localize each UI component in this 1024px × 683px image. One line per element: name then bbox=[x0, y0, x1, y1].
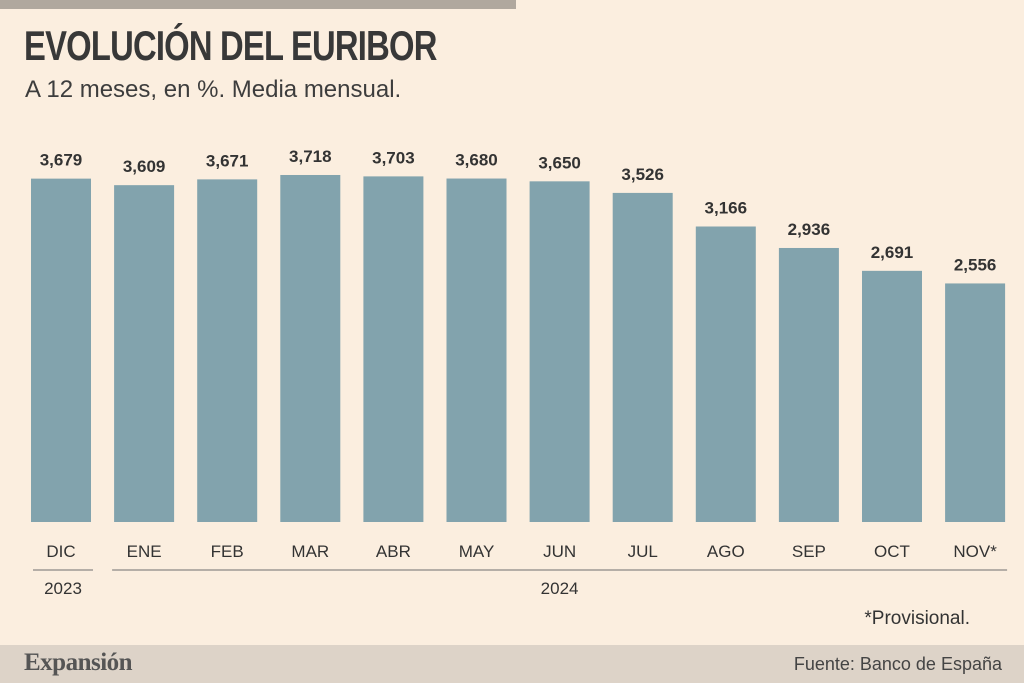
bar-feb bbox=[197, 179, 258, 522]
category-label: MAY bbox=[459, 542, 495, 561]
value-label: 3,718 bbox=[289, 147, 332, 166]
value-label: 2,936 bbox=[788, 220, 831, 239]
category-label: MAR bbox=[291, 542, 329, 561]
brand-logo: Expansión bbox=[24, 649, 133, 676]
chart-title: EVOLUCIÓN DEL EURIBOR bbox=[24, 22, 437, 69]
bar-jul bbox=[612, 192, 673, 522]
bar-may bbox=[446, 178, 507, 522]
category-label: ENE bbox=[127, 542, 162, 561]
category-label: AGO bbox=[707, 542, 745, 561]
bar-ago bbox=[695, 226, 756, 523]
year-label: 2024 bbox=[541, 579, 579, 598]
top-rule bbox=[0, 0, 516, 9]
provisional-footnote: *Provisional. bbox=[864, 608, 970, 629]
year-label: 2023 bbox=[44, 579, 82, 598]
value-label: 2,691 bbox=[871, 243, 914, 262]
category-label: NOV* bbox=[953, 542, 997, 561]
bar-abr bbox=[363, 176, 424, 522]
bar-nov bbox=[945, 283, 1006, 522]
category-label: SEP bbox=[792, 542, 826, 561]
category-label: OCT bbox=[874, 542, 910, 561]
value-label: 3,166 bbox=[705, 199, 748, 218]
bar-chart: 3,679 DIC 3,609 ENE 3,671 FEB 3,718 MAR 3,703 ABR… bbox=[31, 147, 1008, 598]
value-label: 3,680 bbox=[455, 151, 498, 170]
value-label: 3,703 bbox=[372, 148, 415, 167]
value-label: 3,526 bbox=[621, 165, 664, 184]
value-label: 3,679 bbox=[40, 151, 83, 170]
bar-jun bbox=[529, 181, 590, 523]
footer-band: Expansión Fuente: Banco de España bbox=[0, 645, 1024, 683]
chart-subtitle: A 12 meses, en %. Media mensual. bbox=[25, 76, 402, 103]
source-note: Fuente: Banco de España bbox=[793, 654, 1002, 674]
value-label: 3,650 bbox=[538, 153, 581, 172]
category-label: ABR bbox=[376, 542, 411, 561]
category-label: JUN bbox=[543, 542, 576, 561]
category-label: JUL bbox=[628, 542, 658, 561]
bar-ene bbox=[114, 185, 175, 522]
bar-dic bbox=[31, 178, 91, 523]
bar-oct bbox=[862, 270, 922, 522]
category-label: DIC bbox=[46, 542, 75, 561]
value-label: 2,556 bbox=[954, 255, 997, 274]
bar-sep bbox=[778, 247, 839, 522]
value-label: 3,671 bbox=[206, 151, 249, 170]
bar-mar bbox=[280, 174, 341, 522]
category-label: FEB bbox=[211, 542, 244, 561]
value-label: 3,609 bbox=[123, 157, 166, 176]
